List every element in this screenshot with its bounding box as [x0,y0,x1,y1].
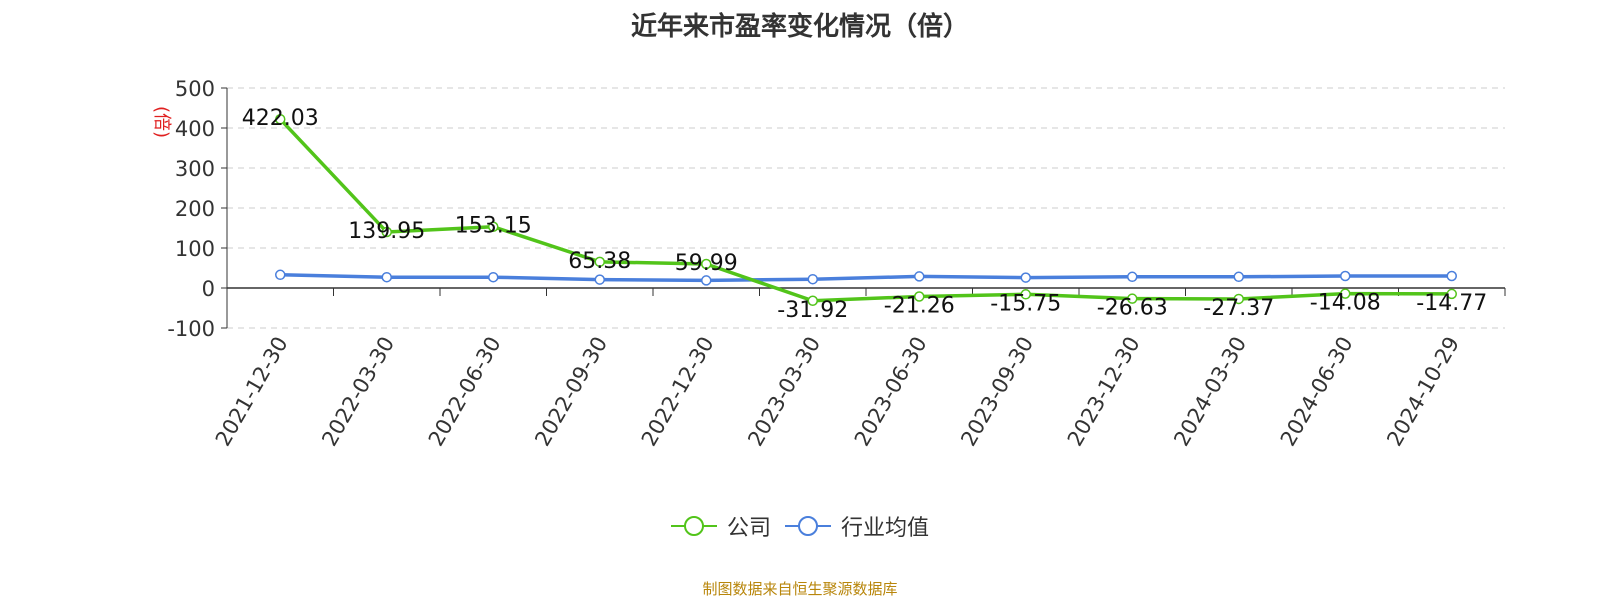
data-point-company[interactable] [807,295,818,307]
x-tick-label: 2022-06-30 [424,333,506,451]
legend-industry-marker-icon [785,516,831,536]
legend-item-industry[interactable]: 行业均值 [785,510,929,542]
x-tick-label: 2022-09-30 [530,333,612,451]
data-point-company[interactable] [914,291,925,302]
data-label: 153.15 [455,214,532,239]
x-tick-label: 2021-12-30 [211,333,293,451]
y-axis-label: (倍) [151,106,172,138]
data-point-industry[interactable] [701,275,712,286]
x-tick-label: 2022-03-30 [317,333,399,451]
data-point-company[interactable] [1340,288,1351,299]
data-point-industry[interactable] [807,273,818,285]
x-tick-label: 2022-12-30 [637,333,719,451]
data-point-company[interactable] [1446,288,1457,300]
data-label: -21.26 [884,294,955,319]
y-tick-label: 400 [175,117,215,141]
data-point-company[interactable] [275,113,286,125]
legend-label-industry: 行业均值 [841,516,930,541]
y-tick-label: 200 [175,197,215,221]
data-point-industry[interactable] [1020,272,1031,283]
data-label: 65.38 [568,249,631,274]
data-label: -31.92 [777,298,848,323]
data-point-company[interactable] [488,221,499,232]
data-point-company[interactable] [701,258,712,270]
data-point-industry[interactable] [914,271,925,282]
data-point-industry[interactable] [1233,271,1244,283]
x-tick-label: 2023-06-30 [850,333,932,451]
x-tick-label: 2024-06-30 [1276,333,1358,451]
data-point-company[interactable] [381,226,392,238]
series-line-company [278,117,1452,303]
x-tick-label: 2023-09-30 [956,333,1038,451]
x-tick-label: 2023-03-30 [743,333,825,451]
data-label: -27.37 [1203,296,1274,321]
chart-title: 近年来市盈率变化情况（倍） [630,12,969,42]
data-point-company[interactable] [1127,293,1138,304]
source-note: 制图数据来自恒生聚源数据库 [702,580,898,598]
data-point-industry[interactable] [594,274,605,285]
y-tick-label: -100 [167,317,215,341]
legend-company-marker-icon [670,516,717,536]
x-tick-label: 2024-03-30 [1169,333,1251,451]
data-label: 59.99 [675,251,738,276]
data-point-industry[interactable] [1446,270,1457,282]
data-label: -14.77 [1416,291,1487,316]
data-point-industry[interactable] [1340,270,1351,282]
y-tick-label: 500 [175,77,215,101]
series-line-industry [280,273,1452,283]
data-label: -26.63 [1097,296,1168,321]
data-point-industry[interactable] [381,271,392,283]
data-label: 422.03 [242,106,319,131]
x-tick-label: 2023-12-30 [1063,333,1145,451]
x-tick-label: 2024-10-29 [1382,333,1464,451]
data-label: 139.95 [348,219,425,244]
line-chart: 500 400 300 200 100 0 -100 (倍) 2021-12-30 2022-03… [151,77,1506,451]
data-point-company[interactable] [1233,293,1244,305]
legend: 公司 行业均值 [0,510,1600,542]
y-tick-label: 0 [202,277,215,301]
data-point-company[interactable] [1020,289,1031,300]
y-tick-label: 100 [175,237,215,261]
data-label: -15.75 [990,291,1061,316]
legend-label-company: 公司 [726,516,771,541]
data-point-industry[interactable] [488,271,499,283]
data-label: -14.08 [1310,291,1381,316]
legend-item-company[interactable]: 公司 [670,510,771,542]
data-point-industry[interactable] [275,269,286,281]
data-point-industry[interactable] [1127,271,1138,283]
data-point-company[interactable] [594,256,605,268]
y-tick-label: 300 [175,157,215,181]
